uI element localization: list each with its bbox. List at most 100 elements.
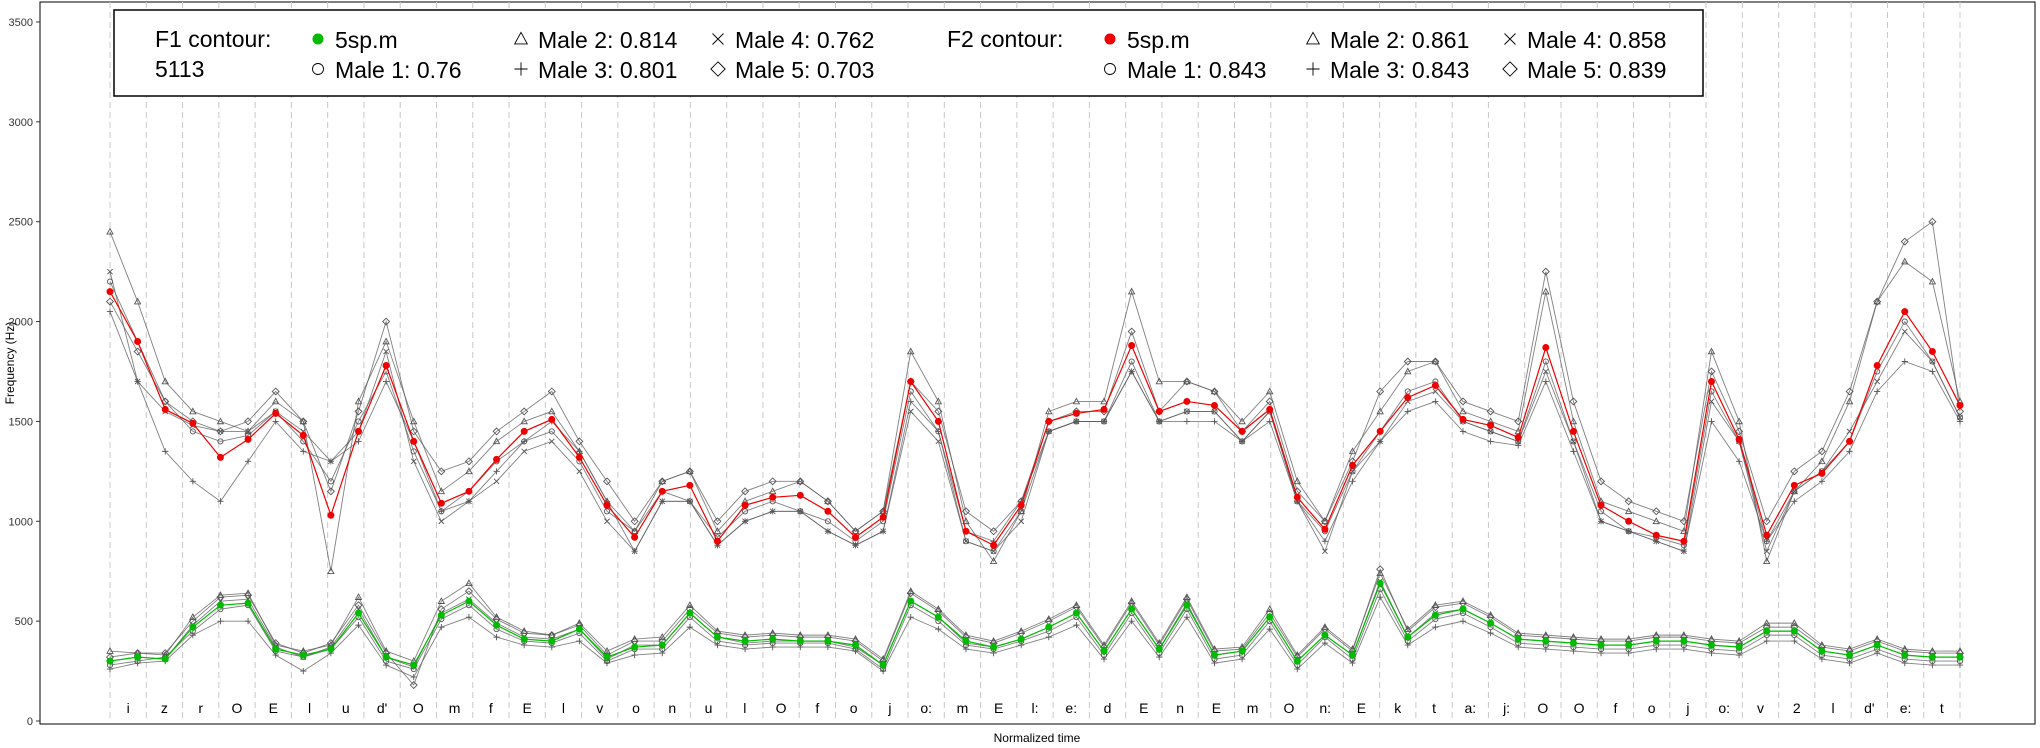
series-point [1266, 405, 1274, 413]
series-point [1901, 257, 1909, 265]
segment-label: m [449, 700, 461, 716]
series-point [1680, 645, 1687, 653]
series-point [1376, 407, 1384, 415]
series-point [631, 533, 639, 541]
series-point [769, 643, 776, 651]
segment-grid [109, 2, 1961, 721]
series-point [880, 528, 887, 535]
series-point [1348, 447, 1357, 455]
segment-label: e: [1900, 700, 1912, 716]
series-point [1183, 397, 1191, 405]
series-point [659, 649, 666, 657]
segment-label: l: [1032, 700, 1039, 716]
segment-label: d [1104, 700, 1112, 716]
series-point [245, 428, 251, 435]
series-point [134, 378, 141, 385]
series-point [1128, 342, 1136, 350]
series-point [1459, 618, 1467, 625]
segment-label: v [1757, 700, 1764, 716]
legend-entry: Male 4: 0.762 [712, 27, 874, 53]
series-point [327, 478, 334, 485]
series-point [1156, 418, 1163, 425]
series-point [1045, 428, 1052, 435]
series-point [1598, 518, 1604, 525]
segment-label: u [342, 700, 350, 716]
series-point [437, 611, 445, 619]
series-point [575, 625, 583, 633]
series-point [1762, 557, 1771, 565]
series-point [1459, 605, 1467, 613]
segment-label: o [850, 700, 858, 716]
legend-entry: Male 3: 0.801 [514, 57, 677, 83]
series-point [989, 557, 998, 565]
series-point [1956, 418, 1964, 425]
series-point [1956, 653, 1964, 661]
series-point [355, 427, 363, 435]
series-point [1376, 427, 1384, 435]
series-point [217, 438, 224, 445]
series-point [272, 409, 280, 417]
series-point [1072, 397, 1081, 405]
series-point [1487, 619, 1495, 627]
legend-f1-title: F1 contour: [155, 26, 271, 52]
legend-entry: 5sp.m [312, 27, 398, 53]
series-point [630, 517, 639, 526]
series-point [714, 641, 721, 649]
series-point [824, 507, 832, 515]
series-point [1321, 631, 1329, 639]
series-point [244, 618, 252, 625]
series-point [189, 623, 197, 631]
series-point [1873, 297, 1882, 306]
series-point [327, 511, 335, 519]
series-point [1431, 603, 1440, 612]
series-point [576, 468, 583, 475]
series-point [106, 227, 114, 235]
series-point [796, 637, 804, 645]
series-point [1100, 397, 1108, 405]
series-point [326, 487, 335, 496]
y-axis-label: Frequency (Hz) [3, 322, 17, 405]
series-point [906, 347, 915, 355]
series-point [493, 621, 501, 629]
series-point [1708, 398, 1715, 405]
series-point [1542, 287, 1550, 295]
series-point [741, 501, 749, 509]
series-point [1211, 418, 1218, 425]
series-point [410, 661, 418, 669]
series-point [713, 633, 721, 641]
series-point [741, 645, 749, 653]
y-tick-label: 3500 [9, 17, 33, 29]
series-point [963, 538, 969, 545]
series-point [823, 497, 832, 506]
series-point [1818, 647, 1826, 655]
series-point [1349, 461, 1357, 469]
series-point [658, 633, 666, 640]
series-point [1680, 537, 1688, 545]
series-point [1128, 368, 1135, 375]
series-point [299, 417, 308, 425]
series-point [631, 643, 639, 651]
series-point [1570, 438, 1577, 445]
series-point [493, 468, 500, 475]
segment-label: t [1432, 700, 1436, 716]
series-point [1514, 433, 1522, 441]
series-point [1873, 641, 1881, 649]
series-point [852, 542, 859, 549]
series-point [1238, 647, 1246, 655]
series-point [1624, 507, 1633, 515]
series-point [989, 527, 998, 536]
series-point [161, 397, 170, 406]
legend-entry-label: Male 1: 0.843 [1127, 57, 1266, 83]
series-point [575, 453, 583, 461]
series-point [1763, 548, 1770, 555]
series-point [962, 637, 970, 645]
series-point [797, 508, 804, 515]
series-point [1487, 630, 1494, 637]
y-tick-label: 0 [27, 716, 33, 728]
series-point [1487, 428, 1494, 435]
series-point [548, 428, 555, 435]
series-point [1017, 635, 1025, 643]
legend-entry: Male 4: 0.858 [1504, 27, 1666, 53]
series-point [1045, 407, 1053, 415]
series-point [1956, 401, 1964, 409]
